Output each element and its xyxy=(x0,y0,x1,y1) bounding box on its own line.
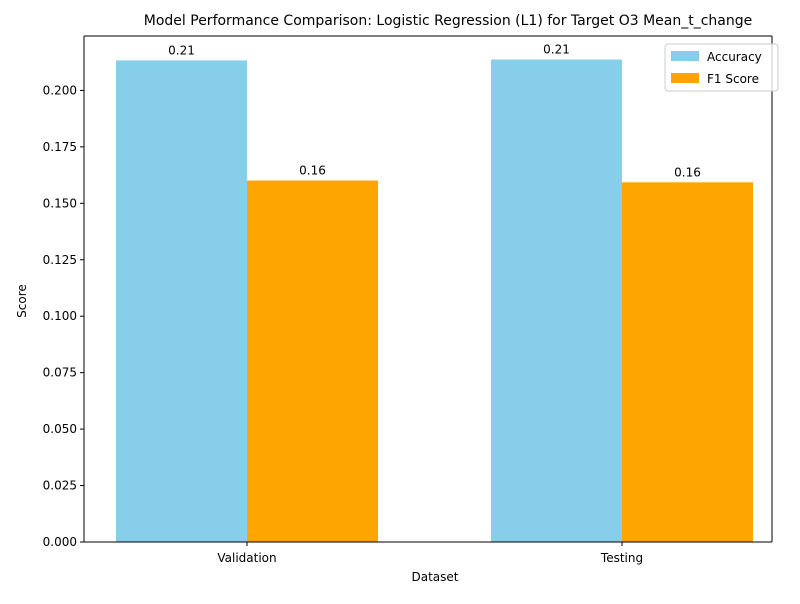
bar xyxy=(491,59,622,543)
bar-value-label: 0.21 xyxy=(168,43,195,57)
chart-title: Model Performance Comparison: Logistic R… xyxy=(144,13,752,29)
legend-swatch xyxy=(671,51,699,61)
bar xyxy=(116,60,247,542)
bar xyxy=(247,180,378,543)
y-tick-label: 0.025 xyxy=(43,479,77,493)
y-tick-label: 0.000 xyxy=(43,535,77,549)
y-tick-label: 0.075 xyxy=(43,366,77,380)
bar-value-label: 0.16 xyxy=(674,165,701,179)
legend-swatch xyxy=(671,73,699,83)
x-tick-label: Testing xyxy=(600,551,643,565)
y-tick-label: 0.050 xyxy=(43,422,77,436)
legend-label: Accuracy xyxy=(707,50,762,64)
y-tick-label: 0.150 xyxy=(43,196,77,210)
bar-value-label: 0.21 xyxy=(543,42,570,56)
bar-value-label: 0.16 xyxy=(299,164,326,178)
legend: Accuracy F1 Score xyxy=(664,43,779,92)
bar xyxy=(622,182,753,543)
plot-area: 0.21 0.21 0.16 0.16 0.000 0.025 0.050 0.075 0.10… xyxy=(43,35,773,565)
y-tick-label: 0.200 xyxy=(43,83,77,97)
y-tick-label: 0.100 xyxy=(43,309,77,323)
legend-label: F1 Score xyxy=(707,72,759,86)
y-tick-label: 0.125 xyxy=(43,253,77,267)
y-axis-label: Score xyxy=(15,284,29,318)
x-axis-label: Dataset xyxy=(412,570,459,584)
y-tick-label: 0.175 xyxy=(43,140,77,154)
x-tick-label: Validation xyxy=(217,551,276,565)
